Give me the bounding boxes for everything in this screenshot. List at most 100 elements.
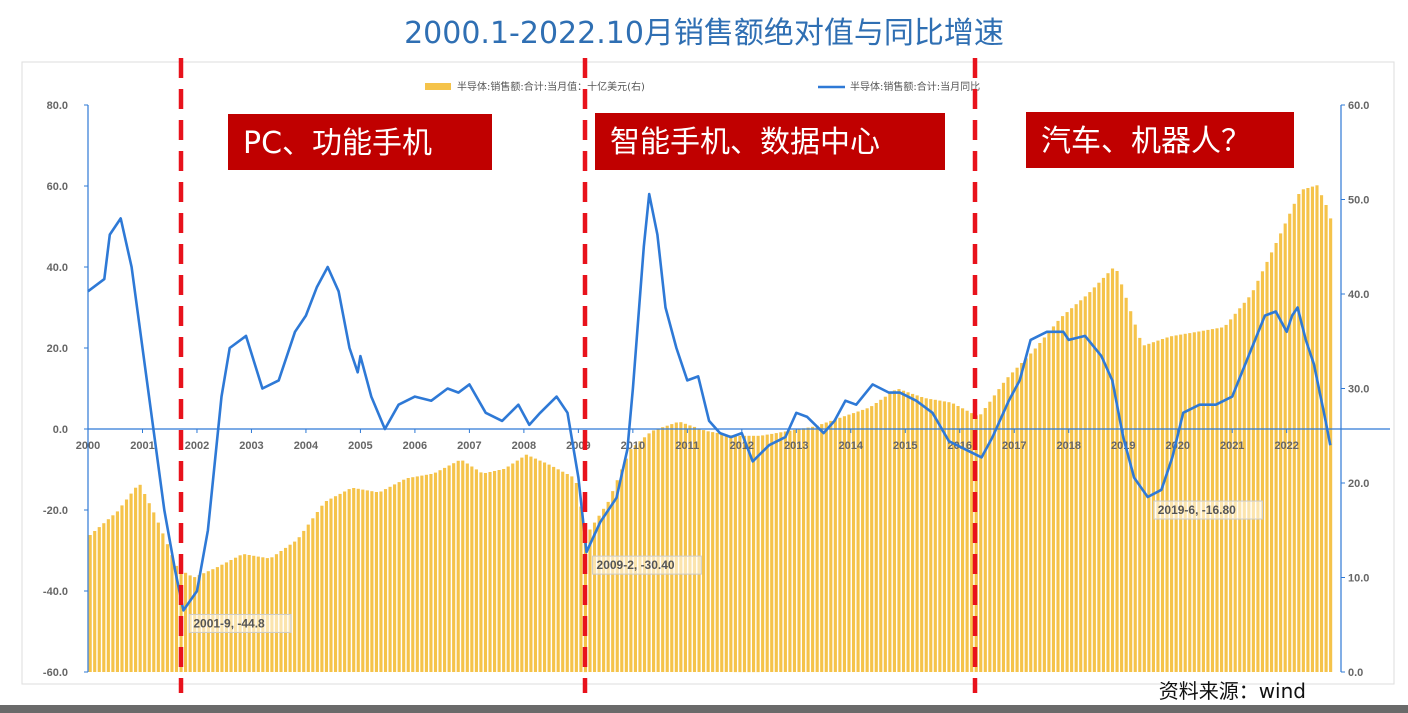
bar bbox=[1006, 377, 1010, 672]
bar bbox=[438, 470, 442, 672]
bar bbox=[402, 479, 406, 672]
bar bbox=[615, 480, 619, 672]
bar bbox=[1242, 302, 1246, 672]
bar bbox=[111, 515, 115, 672]
bar bbox=[1229, 319, 1233, 672]
bar bbox=[929, 399, 933, 672]
bar bbox=[806, 427, 810, 672]
bar bbox=[879, 399, 883, 672]
bar bbox=[579, 506, 583, 672]
left-tick-label: 20.0 bbox=[47, 343, 68, 355]
bar bbox=[320, 505, 324, 672]
bar bbox=[324, 501, 329, 672]
x-tick-label: 2008 bbox=[512, 440, 536, 452]
left-tick-label: -60.0 bbox=[43, 667, 68, 679]
bar bbox=[997, 389, 1001, 672]
bar bbox=[1233, 313, 1237, 672]
left-tick-label: -20.0 bbox=[43, 505, 68, 517]
bar bbox=[524, 454, 528, 672]
bar bbox=[388, 486, 392, 672]
bar bbox=[456, 460, 460, 672]
bar bbox=[1329, 218, 1333, 672]
bar bbox=[361, 489, 365, 672]
bar bbox=[824, 422, 828, 672]
bar bbox=[938, 400, 942, 672]
bar bbox=[170, 555, 174, 672]
bar bbox=[829, 420, 833, 672]
bar bbox=[379, 491, 383, 672]
bar bbox=[1092, 287, 1096, 672]
bar bbox=[1238, 308, 1242, 672]
bar bbox=[252, 555, 256, 672]
bar bbox=[870, 406, 874, 672]
bar bbox=[706, 431, 710, 672]
bar bbox=[656, 428, 660, 672]
left-tick-label: 0.0 bbox=[53, 424, 68, 436]
bar bbox=[97, 527, 101, 672]
annotation-box bbox=[592, 555, 702, 575]
bar bbox=[520, 457, 524, 672]
bar bbox=[715, 432, 719, 672]
annotation-box bbox=[1153, 500, 1264, 520]
x-tick-label: 2001 bbox=[130, 440, 154, 452]
bar bbox=[1260, 271, 1265, 672]
bar bbox=[1319, 195, 1324, 672]
bar bbox=[283, 547, 288, 672]
era-label-box bbox=[228, 114, 492, 170]
bar bbox=[1220, 327, 1224, 672]
bottom-bar bbox=[0, 705, 1408, 713]
right-tick-label: 40.0 bbox=[1348, 289, 1369, 301]
x-tick-label: 2011 bbox=[675, 440, 699, 452]
bar bbox=[1070, 308, 1074, 672]
bar bbox=[965, 410, 969, 672]
bar bbox=[906, 392, 910, 672]
bar bbox=[556, 469, 560, 672]
bar bbox=[888, 393, 892, 672]
bar bbox=[356, 488, 360, 672]
bar bbox=[1265, 261, 1269, 672]
left-tick-label: -40.0 bbox=[43, 586, 68, 598]
bar bbox=[479, 472, 483, 672]
x-tick-label: 2000 bbox=[76, 440, 100, 452]
bar bbox=[897, 389, 901, 672]
bar bbox=[956, 406, 960, 672]
bar bbox=[924, 398, 928, 672]
bar bbox=[1065, 312, 1069, 672]
left-tick-label: 80.0 bbox=[47, 100, 68, 112]
era-label-box bbox=[1026, 112, 1294, 168]
bar bbox=[1115, 271, 1119, 672]
chart-axes: 80.0 60.0 40.0 20.0 0.0 -20.0 -40.0 -60.0 60.0 50… bbox=[43, 100, 1390, 679]
x-tick-label: 2015 bbox=[893, 440, 917, 452]
bar bbox=[761, 435, 765, 672]
bar bbox=[574, 483, 578, 672]
bar bbox=[302, 530, 306, 672]
bar bbox=[588, 529, 592, 672]
x-tick-label: 2017 bbox=[1002, 440, 1026, 452]
bar bbox=[692, 426, 697, 672]
bar bbox=[420, 475, 424, 672]
x-tick-label: 2013 bbox=[784, 440, 808, 452]
bar bbox=[347, 489, 351, 672]
bar bbox=[974, 415, 978, 672]
bar bbox=[1147, 343, 1151, 672]
bar bbox=[547, 464, 551, 672]
x-tick-label: 2006 bbox=[403, 440, 427, 452]
bar bbox=[1047, 332, 1051, 672]
bar bbox=[106, 519, 110, 672]
bar bbox=[733, 435, 737, 673]
bar bbox=[1138, 337, 1142, 672]
bar bbox=[1010, 372, 1015, 672]
bar bbox=[533, 458, 538, 672]
bar bbox=[597, 515, 601, 672]
era-label: 汽车、机器人？ bbox=[1041, 124, 1251, 159]
bar bbox=[883, 396, 887, 672]
bar bbox=[788, 430, 792, 672]
bar bbox=[138, 484, 142, 672]
bar bbox=[679, 422, 683, 672]
yoy-growth-line bbox=[87, 192, 1332, 612]
legend-bar-label: 半导体:销售额:合计:当月值：十亿美元(右) bbox=[457, 80, 645, 93]
bar bbox=[833, 419, 837, 672]
bar bbox=[502, 469, 506, 672]
bar bbox=[1060, 316, 1065, 672]
